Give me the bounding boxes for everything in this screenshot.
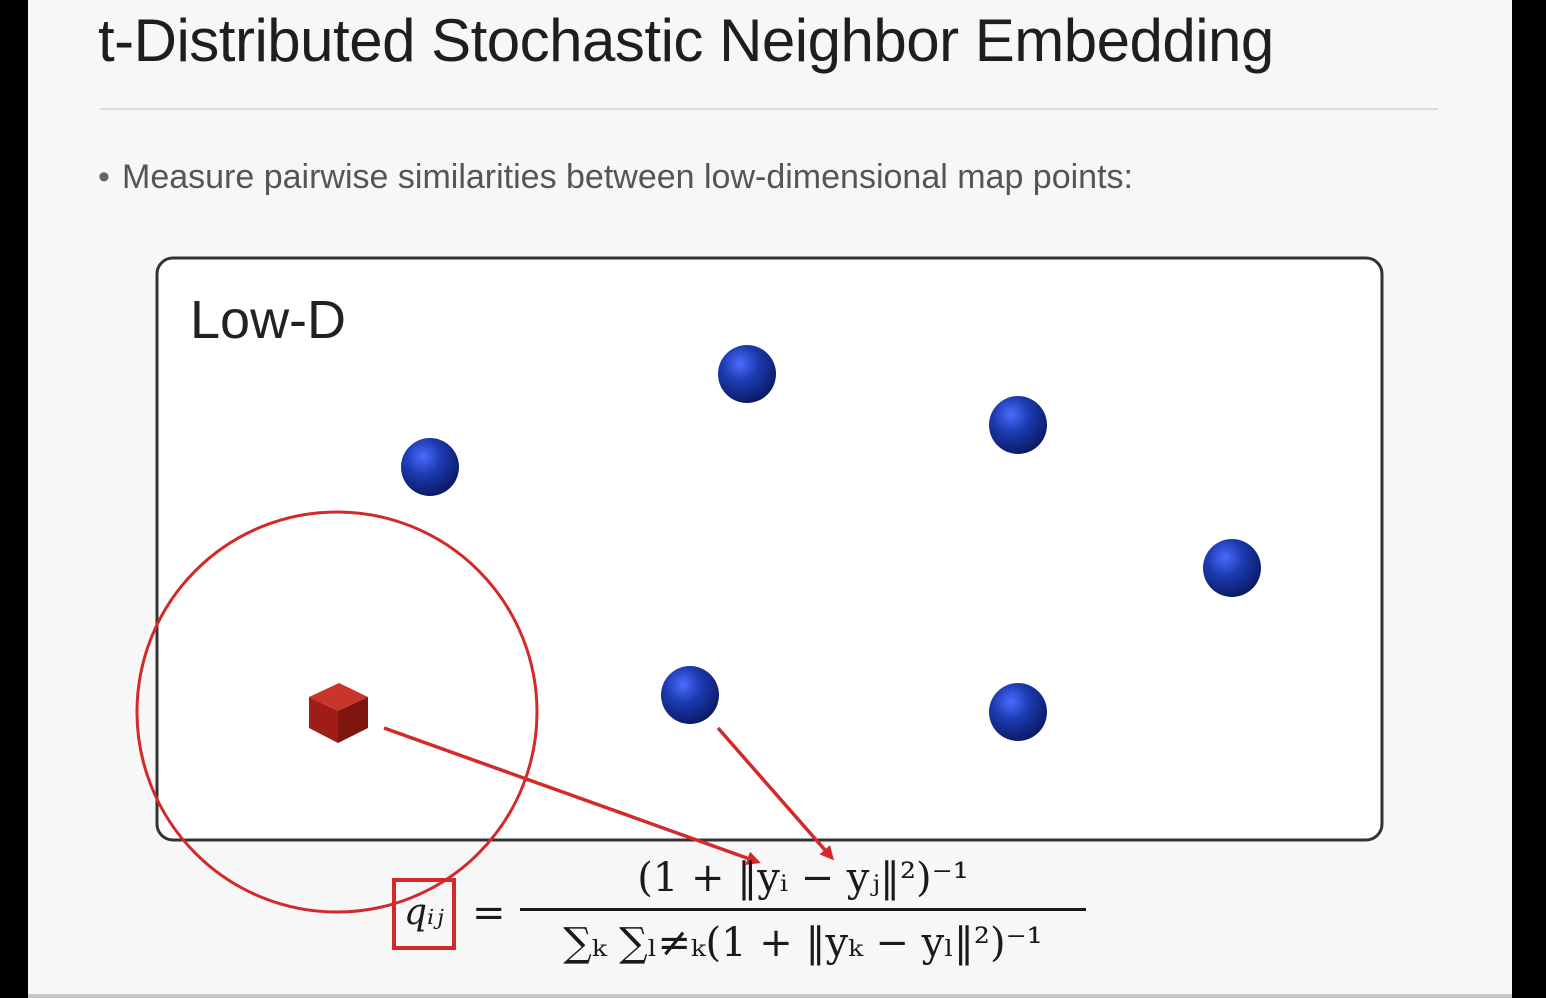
formula-fraction: (1 + ‖yᵢ − yⱼ‖²)⁻¹ ∑ₖ ∑ₗ≠ₖ(1 + ‖yₖ − yₗ‖…: [520, 852, 1086, 969]
low-d-panel: [155, 256, 1384, 842]
bullet-text: Measure pairwise similarities between lo…: [122, 158, 1133, 196]
panel-label: Low-D: [190, 290, 346, 350]
map-point: [1203, 539, 1261, 597]
map-point: [718, 345, 776, 403]
map-point: [401, 438, 459, 496]
fraction-bar: [520, 908, 1086, 911]
bullet-item: • Measure pairwise similarities between l…: [98, 158, 1133, 197]
neighborhood-circle: [135, 510, 539, 914]
bullet-dot-icon: •: [98, 158, 110, 196]
formula-denominator: ∑ₖ ∑ₗ≠ₖ(1 + ‖yₖ − yₗ‖²)⁻¹: [563, 920, 1043, 966]
formula-equals: =: [472, 890, 506, 936]
map-point: [989, 683, 1047, 741]
formula-numerator: (1 + ‖yᵢ − yⱼ‖²)⁻¹: [637, 855, 969, 901]
q-ij-highlight-box: [392, 878, 456, 950]
formula-lhs: qᵢⱼ: [404, 892, 444, 933]
bottom-strip: [28, 994, 1512, 998]
map-point: [989, 396, 1047, 454]
title-divider: [100, 108, 1438, 110]
arrow-to-yi: [383, 726, 761, 865]
arrow-to-yj: [716, 726, 834, 861]
query-cube-icon: [309, 683, 368, 743]
slide-title: t-Distributed Stochastic Neighbor Embedd…: [98, 7, 1274, 74]
map-point-yj: [661, 666, 719, 724]
